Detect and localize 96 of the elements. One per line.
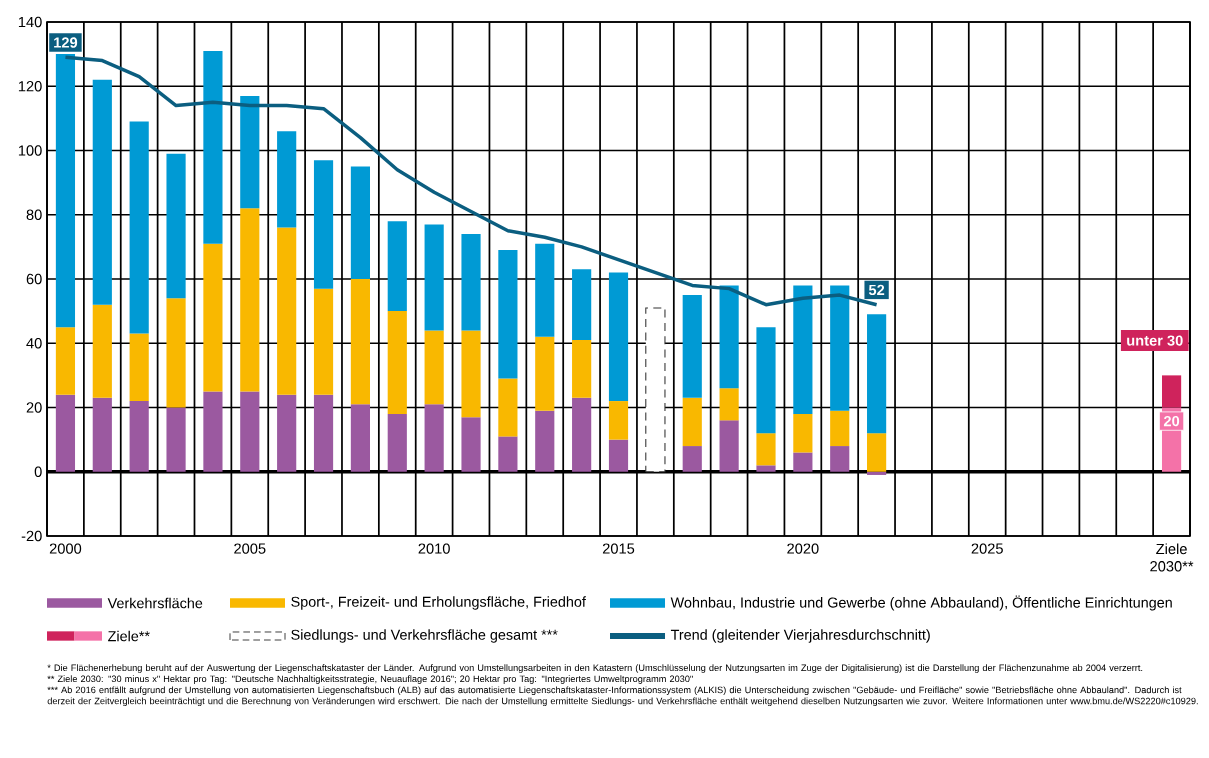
y-tick-label: 20	[26, 402, 42, 413]
bar	[166, 407, 186, 472]
bar	[313, 394, 334, 472]
bar	[682, 397, 702, 447]
bar	[682, 295, 702, 398]
bar	[92, 304, 112, 398]
bar	[424, 224, 444, 331]
bar	[867, 471, 887, 475]
bar	[277, 394, 297, 472]
y-tick-label: 120	[18, 81, 42, 92]
bar	[55, 327, 76, 395]
x-tick-label: 2015	[602, 543, 635, 554]
legend-label: Ziele**	[108, 630, 150, 642]
bar	[203, 243, 223, 392]
bar	[830, 285, 850, 411]
y-tick-label: 80	[26, 209, 42, 220]
bar	[535, 410, 555, 472]
data-label: 129	[54, 37, 78, 48]
x-tick-label: 2010	[418, 543, 450, 554]
data-label: 20	[1163, 415, 1180, 427]
bar	[793, 285, 813, 414]
x-tick-label: 2000	[49, 543, 82, 554]
bar	[277, 131, 297, 228]
bar	[645, 307, 666, 473]
legend-label: Trend (gleitender Vierjahresdurchschnitt)	[670, 629, 930, 643]
y-tick-label: -20	[21, 530, 42, 542]
bar	[867, 314, 887, 434]
bar	[240, 391, 260, 472]
y-tick-label: 0	[34, 466, 42, 477]
bar	[498, 250, 518, 379]
bar	[498, 436, 518, 472]
x-tick-label: 2025	[971, 543, 1003, 554]
bar	[461, 330, 481, 418]
legend-label: Siedlungs- und Verkehrsfläche gesamt ***	[291, 629, 558, 643]
bar	[719, 285, 739, 389]
y-tick-label: 60	[26, 273, 42, 285]
bar	[203, 391, 223, 472]
bar	[55, 394, 76, 472]
bar	[756, 433, 776, 466]
bar	[424, 330, 444, 405]
y-tick-label: 140	[18, 16, 42, 28]
bar	[350, 404, 370, 472]
bar	[166, 298, 186, 408]
bar	[350, 166, 370, 279]
x-tick-label: 2005	[234, 543, 266, 554]
bar	[572, 340, 592, 398]
legend-label: Wohnbau, Industrie und Gewerbe (ohne Abbauland), Öffentliche Einrichtungen	[670, 595, 1172, 611]
bar	[92, 79, 112, 305]
bar	[608, 401, 629, 440]
y-tick-label: 100	[18, 145, 42, 156]
x-tick-label: Ziele 2030**	[1150, 543, 1194, 572]
bar	[203, 50, 223, 244]
text: ** Ziele 2030: "30 minus x" Hektar pro Tag: "Deutsche Nachhaltigkeitsstrategie, Neuauflage 2016"; 20 Hektar pro Tag: "Integriertes Umweltprogramm 2030"	[47, 675, 693, 684]
bar	[830, 410, 850, 447]
bar	[1161, 375, 1182, 408]
x-tick-label: 2020	[787, 543, 819, 554]
bar	[719, 388, 739, 421]
bar	[424, 404, 444, 472]
data-label: 52	[868, 284, 885, 296]
bar	[572, 397, 592, 472]
bar	[682, 446, 702, 472]
bar	[793, 452, 813, 472]
bar	[240, 95, 260, 209]
bar	[277, 227, 297, 395]
text: *** Ab 2016 entfällt aufgrund der Umstellung von automatisierten Liegenschaftsbuch (ALB) auf das automatisierte Liegenschaftskataster-Informationssystem (ALKIS) die Unterscheidung zwischen "Gebäude- und Freifläche" sowie "Betriebsfläche ohne Abbauland". Dadurch ist derzeit der Zeitvergleich beeinträchtigt und die Berechnung von Veränderungen wird erschwert. Die nach der Umstellung ermittelte Siedlungs- und Verkehrsfläche enthält weitgehend dieselben Nutzungsarten wie zuvor. Weitere Informationen unter www.bmu.de/WS2220#c10929.	[47, 686, 1198, 707]
bar	[313, 288, 334, 395]
bar	[572, 269, 592, 341]
y-tick-label: 40	[26, 338, 42, 349]
bar	[719, 420, 739, 472]
bar	[498, 378, 518, 437]
bar	[166, 153, 186, 299]
bar	[350, 279, 370, 405]
bar	[461, 234, 481, 331]
bar	[129, 121, 149, 334]
bar	[461, 417, 481, 472]
bar	[129, 401, 149, 472]
bar	[535, 336, 555, 411]
text: * Die Flächenerhebung beruht auf der Auswertung der Liegenschaftskataster der Länder. Aufgrund von Umstellungsarbeiten in den Katastern (Umschlüsselung der Nutzungsarten im Zuge der Digitalisierung) ist die Darstellung der Flächenzunahme ab 2004 verzerrt.	[47, 664, 1143, 673]
bar	[535, 243, 555, 337]
bar	[756, 327, 776, 434]
bar	[387, 221, 407, 312]
bar	[867, 433, 887, 472]
bar	[387, 413, 407, 472]
bar	[793, 413, 813, 453]
bar	[240, 208, 260, 392]
bar	[129, 333, 149, 402]
bar	[756, 465, 776, 472]
bar	[608, 272, 629, 402]
bar	[313, 160, 334, 289]
bar	[387, 311, 407, 414]
bar	[830, 446, 850, 472]
bar	[608, 439, 629, 472]
legend-label: Verkehrsfläche	[107, 597, 203, 609]
legend-label: Sport-, Freizeit- und Erholungsfläche, Friedhof	[291, 596, 586, 610]
bar	[92, 397, 112, 472]
data-label: unter 30	[1127, 335, 1183, 346]
